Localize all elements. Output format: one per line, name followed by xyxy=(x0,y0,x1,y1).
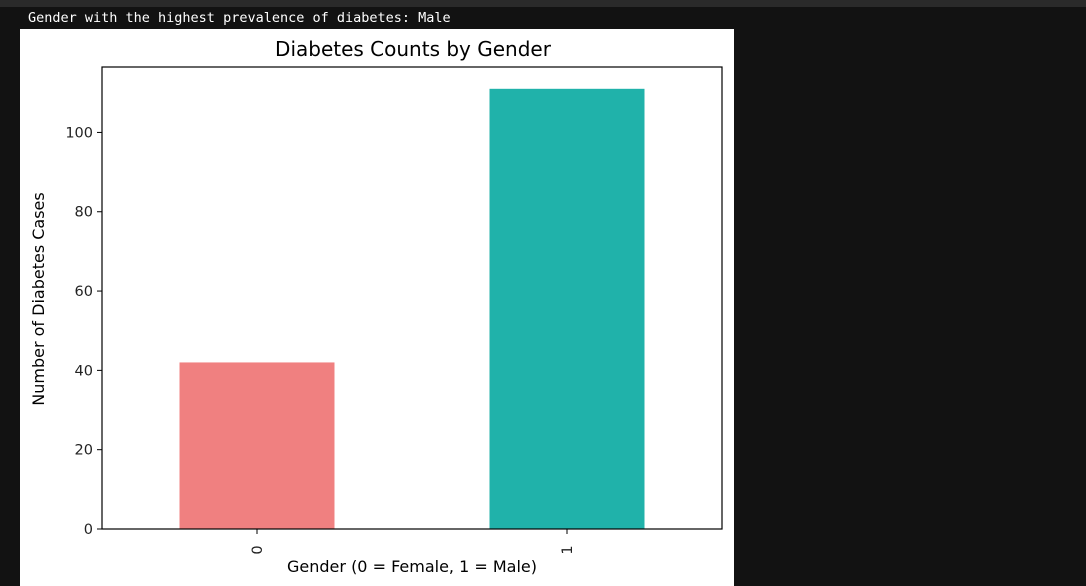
x-tick-label: 0 xyxy=(250,545,266,554)
x-tick-label: 1 xyxy=(560,545,576,554)
bars-group xyxy=(179,88,645,529)
cell-output-text: Gender with the highest prevalence of di… xyxy=(28,10,451,26)
y-tick-label: 100 xyxy=(65,125,93,141)
y-axis-ticks: 0 20 40 60 80 100 xyxy=(65,125,102,538)
y-tick-label: 60 xyxy=(75,284,93,300)
bar-0 xyxy=(179,362,335,529)
chart-title: Diabetes Counts by Gender xyxy=(275,37,552,61)
y-tick-label: 20 xyxy=(75,443,93,459)
y-tick-label: 40 xyxy=(75,363,93,379)
x-axis-label: Gender (0 = Female, 1 = Male) xyxy=(287,557,537,576)
y-tick-label: 0 xyxy=(84,522,93,538)
plot-frame xyxy=(101,66,723,530)
cell-toolbar-strip xyxy=(0,0,1086,7)
y-axis-label: Number of Diabetes Cases xyxy=(29,192,48,405)
y-tick-label: 80 xyxy=(75,205,93,221)
chart-figure: Diabetes Counts by Gender 0 20 40 60 80 100 0… xyxy=(20,29,734,586)
bar-1 xyxy=(489,88,645,529)
bar-chart: Diabetes Counts by Gender 0 20 40 60 80 100 0… xyxy=(29,37,723,576)
